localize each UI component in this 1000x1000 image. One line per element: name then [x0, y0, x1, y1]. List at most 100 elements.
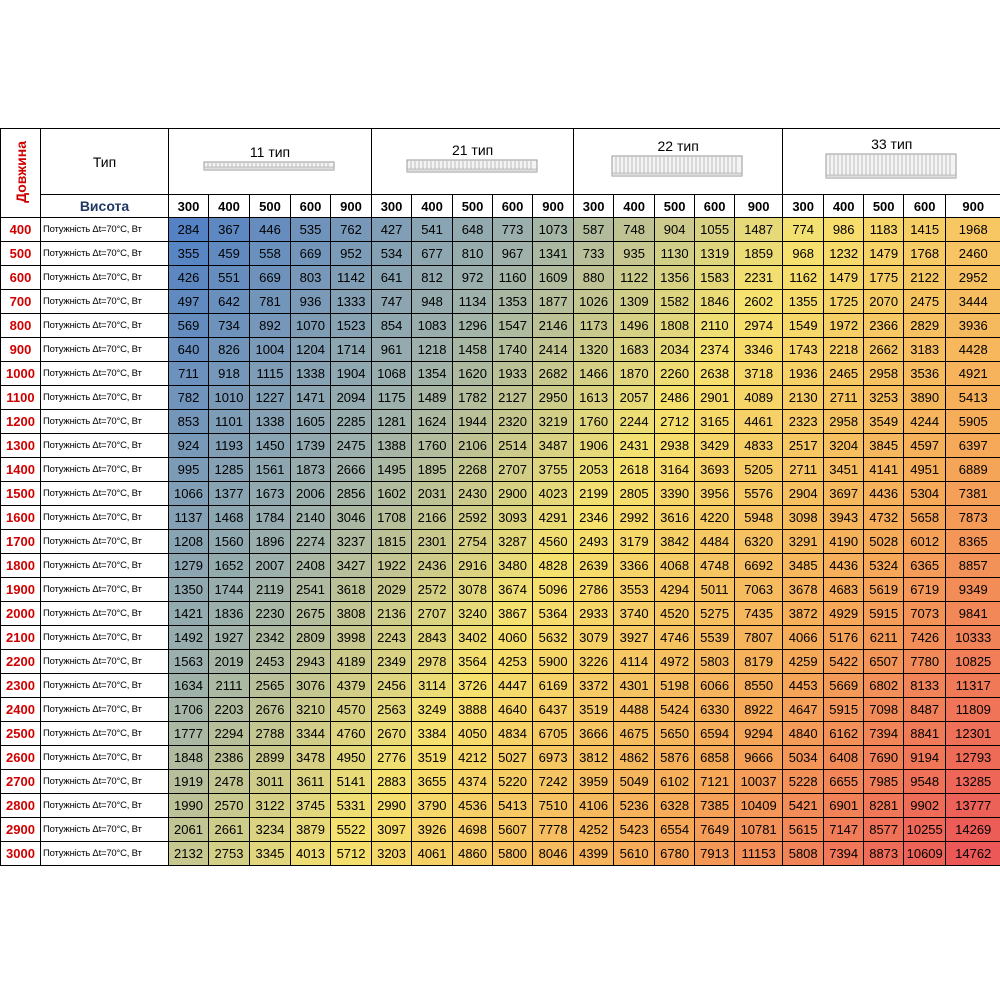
power-value: 669 [290, 241, 331, 266]
power-value: 3183 [903, 337, 947, 362]
power-value: 7690 [863, 745, 905, 770]
power-value: 904 [654, 217, 696, 242]
power-value: 1933 [492, 361, 534, 386]
power-value: 3718 [734, 361, 784, 386]
power-value: 4520 [654, 601, 696, 626]
power-value: 2460 [945, 241, 1000, 266]
height-value: 900 [329, 194, 373, 218]
power-value: 5905 [945, 409, 1000, 434]
power-value: 9194 [903, 745, 947, 770]
type-group: 33 тип [782, 128, 1000, 195]
power-value: 3655 [411, 769, 454, 794]
power-value: 2572 [411, 577, 454, 602]
power-value: 4379 [329, 673, 373, 698]
power-value: 1487 [734, 217, 784, 242]
height-value: 500 [654, 194, 696, 218]
power-value: 2856 [329, 481, 373, 506]
power-value: 1968 [945, 217, 1000, 242]
row-label: Потужність Δt=70°C, Вт [40, 793, 169, 818]
height-value: 500 [452, 194, 494, 218]
power-value: 3122 [249, 793, 291, 818]
power-value: 3867 [492, 601, 534, 626]
power-value: 459 [208, 241, 250, 266]
power-value: 1479 [823, 265, 865, 290]
power-value: 2294 [208, 721, 250, 746]
power-value: 1725 [823, 289, 865, 314]
power-value: 2943 [290, 649, 331, 674]
power-value: 2990 [371, 793, 413, 818]
row-label: Потужність Δt=70°C, Вт [40, 697, 169, 722]
power-value: 8857 [945, 553, 1000, 578]
power-value: 4647 [782, 697, 825, 722]
power-value: 2110 [694, 313, 736, 338]
power-value: 5198 [654, 673, 696, 698]
power-value: 2366 [863, 313, 905, 338]
length-value: 2200 [0, 649, 41, 674]
power-value: 1583 [694, 265, 736, 290]
power-value: 8365 [945, 529, 1000, 554]
type-title: 11 тип [249, 144, 291, 160]
power-value: 4089 [734, 385, 784, 410]
power-value: 2456 [371, 673, 413, 698]
power-value: 1421 [168, 601, 209, 626]
power-value: 7098 [863, 697, 905, 722]
power-value: 6437 [532, 697, 575, 722]
power-value: 2809 [290, 625, 331, 650]
power-value: 733 [573, 241, 615, 266]
power-value: 2475 [329, 433, 373, 458]
power-value: 10255 [903, 817, 947, 842]
power-value: 4066 [782, 625, 825, 650]
height-value: 500 [249, 194, 291, 218]
power-value: 4570 [329, 697, 373, 722]
power-value: 773 [492, 217, 534, 242]
power-value: 10333 [945, 625, 1000, 650]
power-value: 2166 [411, 505, 454, 530]
power-value: 4640 [492, 697, 534, 722]
power-value: 14762 [945, 841, 1000, 866]
power-value: 2244 [613, 409, 656, 434]
power-value: 3226 [573, 649, 615, 674]
power-value: 4061 [411, 841, 454, 866]
power-value: 3879 [290, 817, 331, 842]
power-value: 936 [290, 289, 331, 314]
power-value: 4190 [823, 529, 865, 554]
power-value: 774 [782, 217, 825, 242]
power-value: 2711 [782, 457, 825, 482]
power-value: 9841 [945, 601, 1000, 626]
power-value: 853 [168, 409, 209, 434]
power-value: 367 [208, 217, 250, 242]
power-value: 2301 [411, 529, 454, 554]
power-value: 8046 [532, 841, 575, 866]
power-value: 4259 [782, 649, 825, 674]
power-value: 551 [208, 265, 250, 290]
power-value: 1489 [411, 385, 454, 410]
power-value: 6780 [654, 841, 696, 866]
height-value: 300 [573, 194, 615, 218]
power-value: 1350 [168, 577, 209, 602]
power-value: 3726 [452, 673, 494, 698]
row-label: Потужність Δt=70°C, Вт [40, 289, 169, 314]
power-value: 2431 [613, 433, 656, 458]
power-value: 5011 [694, 577, 736, 602]
power-value: 1624 [411, 409, 454, 434]
table-wrap: Довжина Тип 11 тип 21 тип 22 тип 33 тип Висота… [0, 128, 1000, 866]
length-header: Довжина [0, 128, 41, 218]
length-value: 800 [0, 313, 41, 338]
power-value: 5205 [734, 457, 784, 482]
power-value: 5615 [782, 817, 825, 842]
power-value: 426 [168, 265, 209, 290]
power-value: 1523 [329, 313, 373, 338]
power-value: 3076 [290, 673, 331, 698]
power-value: 541 [411, 217, 454, 242]
power-value: 4114 [613, 649, 656, 674]
power-value: 5808 [782, 841, 825, 866]
power-value: 5034 [782, 745, 825, 770]
power-value: 6719 [903, 577, 947, 602]
power-value: 2676 [249, 697, 291, 722]
power-value: 1377 [208, 481, 250, 506]
data-row: 600 Потужність Δt=70°C, Вт 426 551 669 803 114… [0, 265, 1000, 290]
power-value: 4023 [532, 481, 575, 506]
length-value: 2500 [0, 721, 41, 746]
power-value: 5632 [532, 625, 575, 650]
power-value: 1388 [371, 433, 413, 458]
